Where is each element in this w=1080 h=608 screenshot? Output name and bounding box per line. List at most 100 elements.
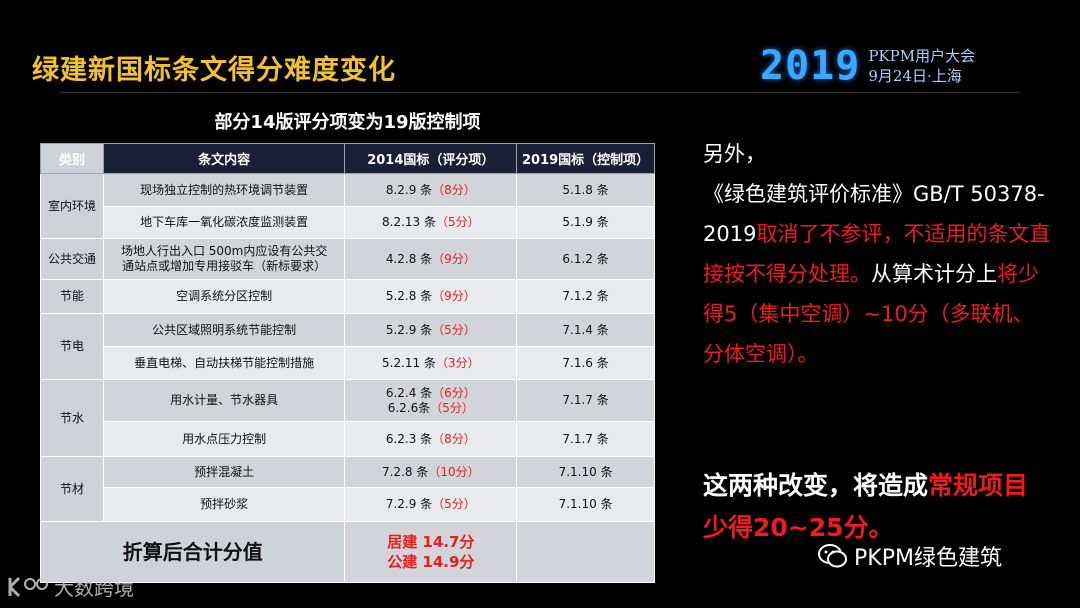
old-score: （8分） <box>432 431 476 446</box>
old-clause: 7.2.8 条 <box>381 464 429 479</box>
old-clause-cell: 5.2.11 条（3分） <box>344 346 518 380</box>
item-cell: 现场独立控制的热环境调节装置 <box>102 173 346 207</box>
old-clause-cell: 8.2.13 条（5分） <box>344 206 518 239</box>
item-cell: 预拌混凝土 <box>102 456 346 488</box>
title-divider <box>60 92 1020 93</box>
item-line: 通站点或增加专用接驳车（新标要求） <box>122 259 327 273</box>
standard-name: 《绿色建筑评价标准》GB/T 50378-2019 <box>703 182 1045 246</box>
old-score: （5分） <box>435 215 480 229</box>
old-clause-cell: 7.2.8 条（10分） <box>344 456 518 488</box>
old-clause-cell: 4.2.8 条（9分） <box>344 238 518 280</box>
conclusion-text: 这两种改变，将造成 <box>703 471 929 500</box>
logo-year: 2019 <box>760 43 861 89</box>
old-clause: 5.2.8 条 <box>385 289 433 303</box>
category-cell: 节材 <box>40 456 104 522</box>
item-line: 场地人行出入口 500m内应设有公共交 <box>120 244 328 258</box>
category-cell: 节水 <box>40 379 104 457</box>
item-cell: 空调系统分区控制 <box>102 279 346 314</box>
brand-watermark: 大数跨境 <box>6 572 134 601</box>
table-row: 节电 公共区域照明系统节能控制 5.2.9 条（5分） 7.1.4 条 <box>40 313 655 380</box>
old-score: （3分） <box>435 355 480 370</box>
logo-caption: PKPM用户大会 9月24日·上海 <box>868 46 975 86</box>
new-clause-cell: 5.1.8 条 <box>516 173 655 207</box>
total-row: 折算后合计分值 居建 14.7分 公建 14.9分 <box>39 521 655 583</box>
side-explanation: 另外， 《绿色建筑评价标准》GB/T 50378-2019取消了不参评，不适用的… <box>703 134 1053 374</box>
old-clause-cell: 5.2.8 条（9分） <box>344 279 518 314</box>
old-clause: 8.2.9 条 <box>385 182 433 197</box>
old-score: （5分） <box>432 322 476 337</box>
new-clause-cell: 7.1.10 条 <box>516 456 655 488</box>
wechat-icon <box>818 544 847 568</box>
total-label: 折算后合计分值 <box>39 521 346 583</box>
old-clause: 5.2.11 条 <box>382 355 436 370</box>
conclusion: 这两种改变，将造成常规项目少得20~25分。 <box>703 465 1043 549</box>
category-cell: 节能 <box>40 279 104 314</box>
category-cell: 公共交通 <box>40 238 104 280</box>
new-clause-cell: 7.1.2 条 <box>516 279 655 314</box>
table-row: 用水点压力控制 6.2.3 条（8分） 7.1.7 条 <box>41 421 655 457</box>
old-score: （5分） <box>432 497 476 511</box>
item-cell: 地下车库一氧化碳浓度监测装置 <box>102 206 346 239</box>
item-cell: 场地人行出入口 500m内应设有公共交 通站点或增加专用接驳车（新标要求） <box>102 238 346 280</box>
watermark-text: 大数跨境 <box>54 576 134 600</box>
old-clause-line: 6.2.4 条（6分） <box>345 386 516 401</box>
new-clause-cell: 7.1.7 条 <box>516 379 655 422</box>
old-clause: 5.2.9 条 <box>385 322 433 337</box>
new-clause-cell: 5.1.9 条 <box>516 206 655 239</box>
table-row: 地下车库一氧化碳浓度监测装置 8.2.13 条（5分） 5.1.9 条 <box>41 206 655 239</box>
old-clause-cell: 7.2.9 条（5分） <box>344 487 518 522</box>
item-cell: 预拌砂浆 <box>102 487 346 522</box>
table-row: 垂直电梯、自动扶梯节能控制措施 5.2.11 条（3分） 7.1.6 条 <box>41 346 655 380</box>
col-header-category: 类别 <box>40 143 104 174</box>
table-row: 节能 空调系统分区控制 5.2.8 条（9分） 7.1.2 条 <box>40 279 655 314</box>
wechat-account-watermark: PKPM绿色建筑 <box>818 540 1002 572</box>
side-body: 《绿色建筑评价标准》GB/T 50378-2019取消了不参评，不适用的条文直接… <box>703 174 1053 374</box>
old-clause: 4.2.8 条 <box>385 251 433 266</box>
old-clause-line: 6.2.6条（5分） <box>345 401 516 416</box>
table-row: 公共交通 场地人行出入口 500m内应设有公共交 通站点或增加专用接驳车（新标要… <box>40 238 655 280</box>
brand-logo-icon <box>8 576 48 597</box>
total-public: 公建 14.9分 <box>387 553 475 571</box>
old-score: （5分） <box>430 400 474 415</box>
category-cell: 节电 <box>40 313 104 380</box>
old-clause: 7.2.9 条 <box>385 497 433 511</box>
old-score: （8分） <box>432 182 476 197</box>
total-empty-cell <box>516 521 655 583</box>
old-clause: 6.2.4 条 <box>385 385 433 400</box>
old-clause-cell: 5.2.9 条（5分） <box>344 313 518 347</box>
old-score: （6分） <box>432 385 476 400</box>
side-intro: 另外， <box>703 142 766 166</box>
old-clause-cell: 6.2.4 条（6分） 6.2.6条（5分） <box>344 379 518 422</box>
table-row: 预拌砂浆 7.2.9 条（5分） 7.1.10 条 <box>41 487 655 522</box>
new-clause-cell: 7.1.7 条 <box>516 421 655 457</box>
old-clause: 8.2.13 条 <box>382 215 436 229</box>
logo-event-date: 9月24日·上海 <box>868 67 962 85</box>
col-header-content: 条文内容 <box>102 143 346 174</box>
item-cell: 垂直电梯、自动扶梯节能控制措施 <box>102 346 346 380</box>
table-header-row: 类别 条文内容 2014国标（评分项） 2019国标（控制项） <box>40 143 655 174</box>
item-cell: 用水计量、节水器具 <box>102 379 346 422</box>
col-header-2014: 2014国标（评分项） <box>344 143 518 174</box>
old-clause: 6.2.6条 <box>387 400 431 415</box>
old-score: （9分） <box>432 289 476 303</box>
table-row: 节材 预拌混凝土 7.2.8 条（10分） 7.1.10 条 <box>40 456 655 522</box>
category-cell: 室内环境 <box>40 173 104 239</box>
event-logo: 2019 PKPM用户大会 9月24日·上海 <box>760 44 975 88</box>
clause-comparison-table: 类别 条文内容 2014国标（评分项） 2019国标（控制项） 室内环境 现场独… <box>39 143 655 583</box>
logo-event-name: PKPM用户大会 <box>868 47 976 65</box>
old-clause: 6.2.3 条 <box>385 431 433 446</box>
table-title: 部分14版评分项变为19版控制项 <box>214 112 481 133</box>
old-score: （9分） <box>432 251 476 266</box>
total-residential: 居建 14.7分 <box>387 533 475 551</box>
side-highlight-2: 将少得5（集中空调）~10分（多联机、分体空调）。 <box>703 262 1039 366</box>
item-cell: 公共区域照明系统节能控制 <box>102 313 346 347</box>
col-header-2019: 2019国标（控制项） <box>516 143 655 174</box>
old-score: （10分） <box>428 464 480 479</box>
table-row: 室内环境 现场独立控制的热环境调节装置 8.2.9 条（8分） 5.1.8 条 <box>40 173 655 239</box>
new-clause-cell: 7.1.10 条 <box>516 487 655 522</box>
old-clause-cell: 6.2.3 条（8分） <box>344 421 518 457</box>
new-clause-cell: 7.1.4 条 <box>516 313 655 347</box>
old-clause-cell: 8.2.9 条（8分） <box>344 173 518 207</box>
item-cell: 用水点压力控制 <box>102 421 346 457</box>
conclusion-highlight: 常规项目少得20~25分。 <box>703 471 1029 542</box>
